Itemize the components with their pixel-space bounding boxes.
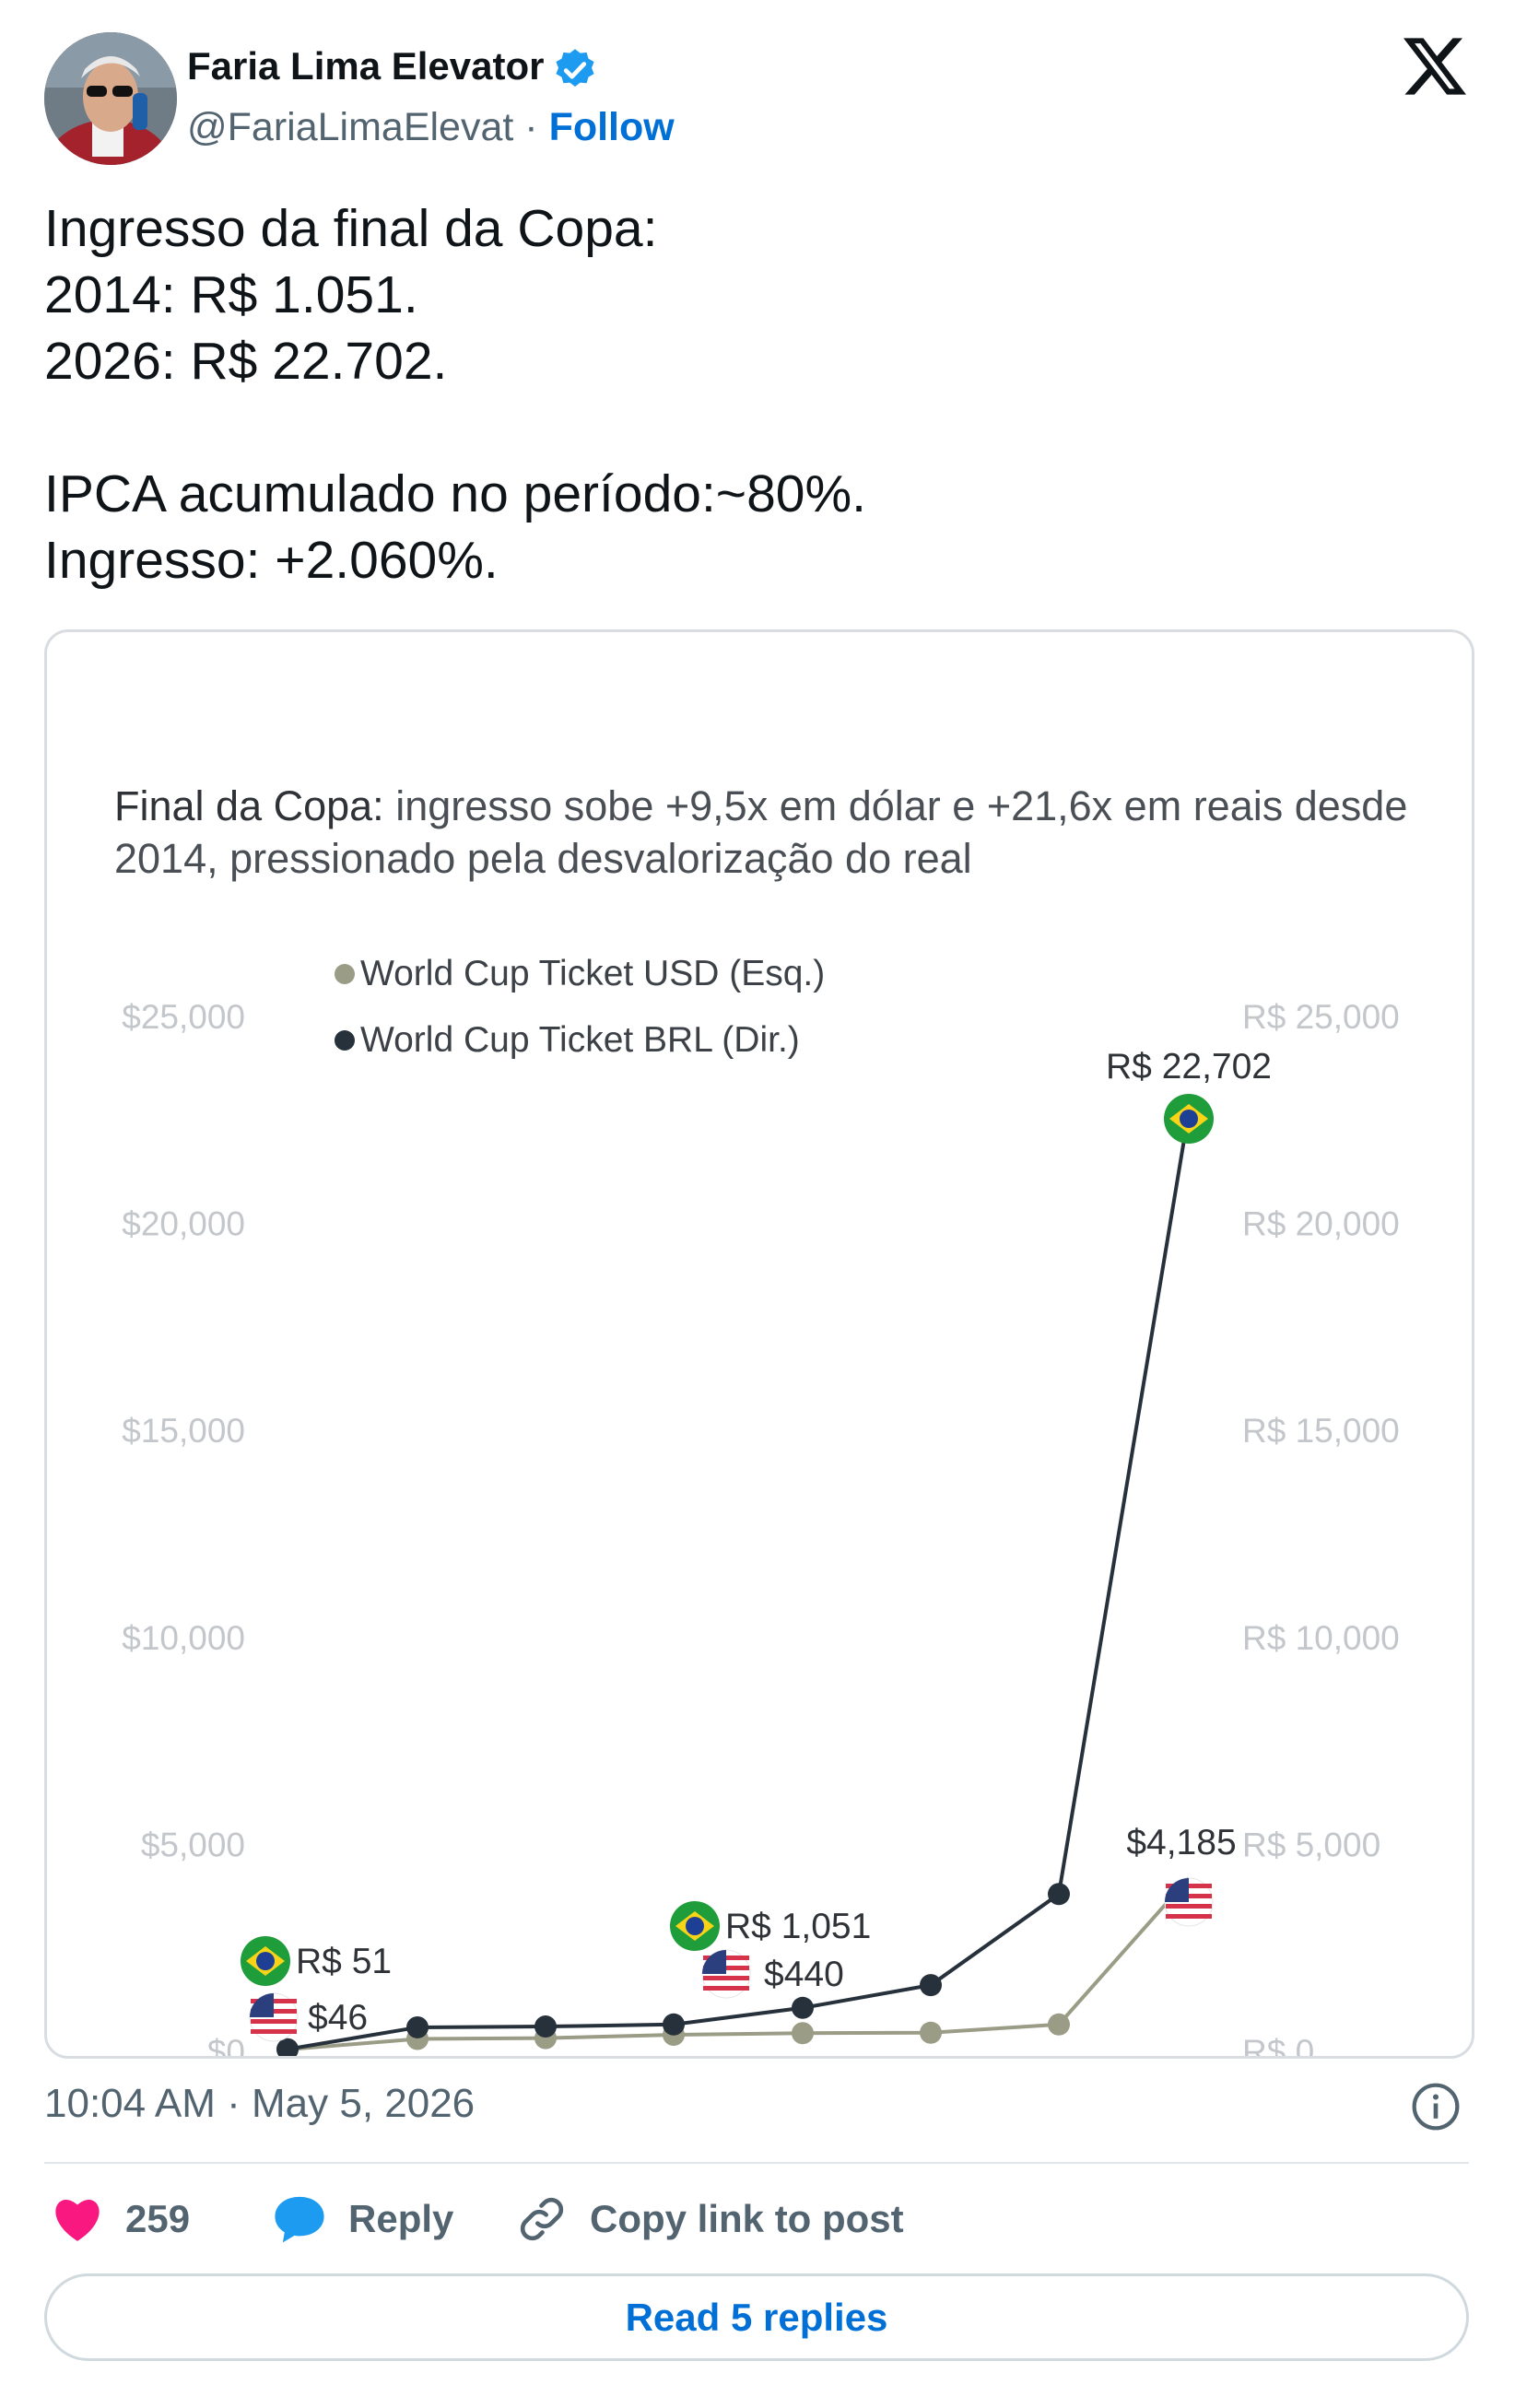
usa-flag-stripe [251, 2019, 297, 2024]
right-axis-tick: R$ 10,000 [1242, 1619, 1400, 1657]
author-handle[interactable]: @FariaLimaElevat [187, 105, 514, 149]
data-label: R$ 22,702 [1106, 1047, 1272, 1087]
left-axis-tick: $0 [207, 2033, 245, 2056]
data-point [1048, 1883, 1070, 1906]
right-axis-tick: R$ 20,000 [1242, 1205, 1400, 1243]
data-point [534, 2015, 557, 2038]
x-logo-icon[interactable] [1403, 35, 1466, 98]
author-name[interactable]: Faria Lima Elevator [187, 44, 545, 88]
data-point [276, 2038, 299, 2056]
chart-image-card[interactable]: Final da Copa: ingresso sobe +9,5x em dó… [44, 629, 1474, 2059]
author-handle-row: @FariaLimaElevat · Follow [187, 105, 675, 150]
divider [44, 2162, 1469, 2164]
chart-title: Final da Copa: ingresso sobe +9,5x em dó… [114, 780, 1441, 885]
left-axis-tick: $5,000 [141, 1826, 245, 1863]
info-icon[interactable] [1410, 2081, 1462, 2132]
usa-flag-canton [250, 1993, 274, 2017]
like-count: 259 [125, 2197, 191, 2240]
right-axis-tick: R$ 15,000 [1242, 1412, 1400, 1450]
series-line [287, 1876, 1191, 2051]
legend-label: World Cup Ticket USD (Esq.) [360, 954, 825, 993]
timestamp[interactable]: 10:04 AM · May 5, 2026 [44, 2081, 476, 2126]
separator: · [524, 105, 538, 149]
usa-flag-stripe [703, 1986, 749, 1991]
heart-icon [55, 2199, 100, 2241]
data-point [920, 2021, 942, 2044]
copy-link-label: Copy link to post [590, 2197, 904, 2240]
reply-label: Reply [348, 2197, 454, 2240]
usa-flag-stripe [251, 2029, 297, 2034]
right-axis-tick: R$ 25,000 [1242, 998, 1400, 1036]
usa-flag-stripe [703, 1976, 749, 1980]
data-point [792, 2022, 814, 2045]
like-button[interactable]: 259 [52, 2191, 190, 2247]
tweet-text: Ingresso da final da Copa: 2014: R$ 1.05… [44, 199, 867, 590]
read-replies-button[interactable]: Read 5 replies [44, 2273, 1469, 2361]
data-label: $46 [308, 1998, 368, 2038]
usa-flag-stripe [1166, 1914, 1212, 1919]
data-point [1048, 2013, 1070, 2036]
brazil-flag-globe [256, 1952, 275, 1970]
avatar[interactable] [44, 32, 177, 165]
left-axis-tick: $10,000 [122, 1619, 245, 1657]
data-point [792, 1996, 814, 2019]
data-point [406, 2015, 429, 2038]
data-label: R$ 51 [296, 1942, 392, 1981]
legend-marker [335, 964, 355, 984]
link-icon [520, 2197, 564, 2241]
verified-badge-icon [551, 46, 599, 94]
right-axis-tick: R$ 5,000 [1242, 1826, 1380, 1863]
data-label: $4,185 [1126, 1823, 1236, 1862]
follow-button[interactable]: Follow [548, 105, 675, 149]
usa-flag-canton [1165, 1878, 1189, 1902]
data-point [663, 2013, 685, 2036]
left-axis-tick: $25,000 [122, 998, 245, 1036]
legend-label: World Cup Ticket BRL (Dir.) [360, 1020, 800, 1060]
right-axis-tick: R$ 0 [1242, 2033, 1314, 2056]
data-point [920, 1974, 942, 1997]
left-axis-tick: $15,000 [122, 1412, 245, 1450]
usa-flag-stripe [1166, 1904, 1212, 1909]
chart-title-bold: Final da Copa: [114, 782, 384, 829]
legend-marker [335, 1030, 355, 1051]
reply-button[interactable]: Reply [273, 2191, 453, 2247]
reply-bubble-icon [275, 2196, 324, 2243]
chart-svg: $0 $5,000 $10,000 $15,000 $20,000 $25,000 R$ 0… [122, 954, 1400, 2056]
usa-flag-canton [702, 1950, 726, 1974]
series-line [287, 1110, 1191, 2051]
left-axis-tick: $20,000 [122, 1205, 245, 1243]
brazil-flag-globe [686, 1917, 704, 1935]
data-label: $440 [764, 1955, 844, 1994]
chart-title-rest: ingresso sobe +9,5x em dólar e +21,6x em… [114, 782, 1408, 882]
data-label: R$ 1,051 [725, 1907, 871, 1946]
brazil-flag-globe [1180, 1110, 1198, 1128]
copy-link-button[interactable]: Copy link to post [516, 2191, 904, 2247]
